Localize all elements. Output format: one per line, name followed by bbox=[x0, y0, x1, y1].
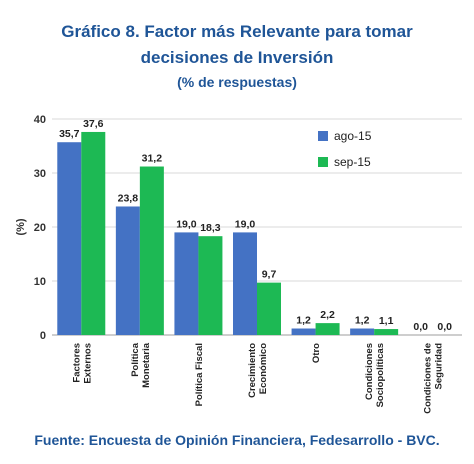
x-tick-label-line: Externos bbox=[82, 343, 93, 384]
data-label: 9,7 bbox=[262, 269, 277, 281]
x-tick-label: Política Monetaria bbox=[130, 342, 152, 388]
x-tick-label: Política Fiscal bbox=[194, 343, 205, 406]
data-label: 18,3 bbox=[200, 222, 221, 234]
y-axis: 0 10 20 30 40 bbox=[34, 114, 46, 342]
chart-subtitle: (% de respuestas) bbox=[177, 74, 297, 90]
bars bbox=[57, 131, 399, 335]
x-axis: Factores Externos Política Monetaria Polític… bbox=[71, 342, 444, 413]
data-label: 1,2 bbox=[296, 315, 311, 327]
x-tick-label-line: Factores bbox=[71, 343, 82, 383]
x-tick-label: Condiciones de Seguridad bbox=[423, 343, 445, 414]
data-label: 1,1 bbox=[379, 315, 394, 327]
data-labels: 35,7 23,8 19,0 19,0 1,2 1,2 0,0 37,6 31,2 18,3 9,7… bbox=[59, 118, 452, 333]
x-tick-label-line: Seguridad bbox=[434, 343, 445, 390]
data-label: 23,8 bbox=[118, 192, 139, 204]
legend-swatch bbox=[318, 131, 328, 141]
data-label: 1,2 bbox=[355, 315, 370, 327]
y-tick-label: 30 bbox=[34, 168, 46, 180]
y-tick-label: 10 bbox=[34, 276, 46, 288]
legend-label: ago-15 bbox=[334, 129, 372, 143]
bar-sep-15-3 bbox=[257, 282, 281, 335]
x-tick-label-line: Monetaria bbox=[141, 342, 152, 388]
chart-title-line1: Gráfico 8. Factor más Relevante para tom… bbox=[61, 22, 413, 41]
bar-sep-15-5 bbox=[374, 329, 399, 335]
x-tick-label-line: Crecimiento bbox=[247, 343, 258, 398]
y-tick-label: 20 bbox=[34, 222, 46, 234]
x-tick-label-line: Sociopolíticas bbox=[375, 343, 386, 407]
y-tick-label: 40 bbox=[34, 114, 46, 126]
data-label: 37,6 bbox=[83, 118, 104, 130]
x-tick-label: Otro bbox=[311, 343, 322, 363]
y-tick-label: 0 bbox=[40, 330, 46, 342]
x-tick-label-line: Otro bbox=[311, 343, 322, 363]
chart-title-line2: decisiones de Inversión bbox=[140, 48, 334, 67]
data-label: 19,0 bbox=[235, 218, 256, 230]
x-tick-label-line: Condiciones de bbox=[423, 343, 434, 414]
data-label: 2,2 bbox=[320, 309, 335, 321]
data-label: 35,7 bbox=[59, 128, 80, 140]
bar-ago-15-4 bbox=[291, 328, 316, 335]
bar-ago-15-0 bbox=[57, 142, 82, 335]
legend-swatch bbox=[318, 157, 328, 167]
y-axis-label: (%) bbox=[15, 218, 27, 235]
bar-ago-15-3 bbox=[233, 232, 257, 335]
bar-sep-15-0 bbox=[81, 131, 106, 335]
bar-ago-15-2 bbox=[174, 232, 199, 335]
bar-ago-15-5 bbox=[350, 328, 375, 335]
x-tick-label-line: Política Fiscal bbox=[194, 343, 205, 406]
x-tick-label: Factores Externos bbox=[71, 343, 93, 384]
legend: ago-15 sep-15 bbox=[318, 129, 372, 169]
source-note: Fuente: Encuesta de Opinión Financiera, … bbox=[34, 432, 440, 448]
x-tick-label: Crecimiento Económico bbox=[247, 343, 269, 398]
data-label: 0,0 bbox=[437, 321, 452, 333]
bar-sep-15-1 bbox=[139, 166, 164, 335]
data-label: 31,2 bbox=[142, 153, 163, 165]
x-tick-label: Condiciones Sociopolíticas bbox=[364, 343, 386, 407]
legend-label: sep-15 bbox=[334, 155, 371, 169]
bar-sep-15-4 bbox=[315, 323, 340, 335]
x-tick-label-line: Económico bbox=[258, 343, 269, 394]
data-label: 0,0 bbox=[413, 321, 428, 333]
bar-ago-15-1 bbox=[115, 206, 140, 335]
x-tick-label-line: Política bbox=[130, 342, 141, 377]
data-label: 19,0 bbox=[176, 218, 197, 230]
bar-sep-15-2 bbox=[198, 236, 223, 335]
x-tick-label-line: Condiciones bbox=[364, 343, 375, 400]
